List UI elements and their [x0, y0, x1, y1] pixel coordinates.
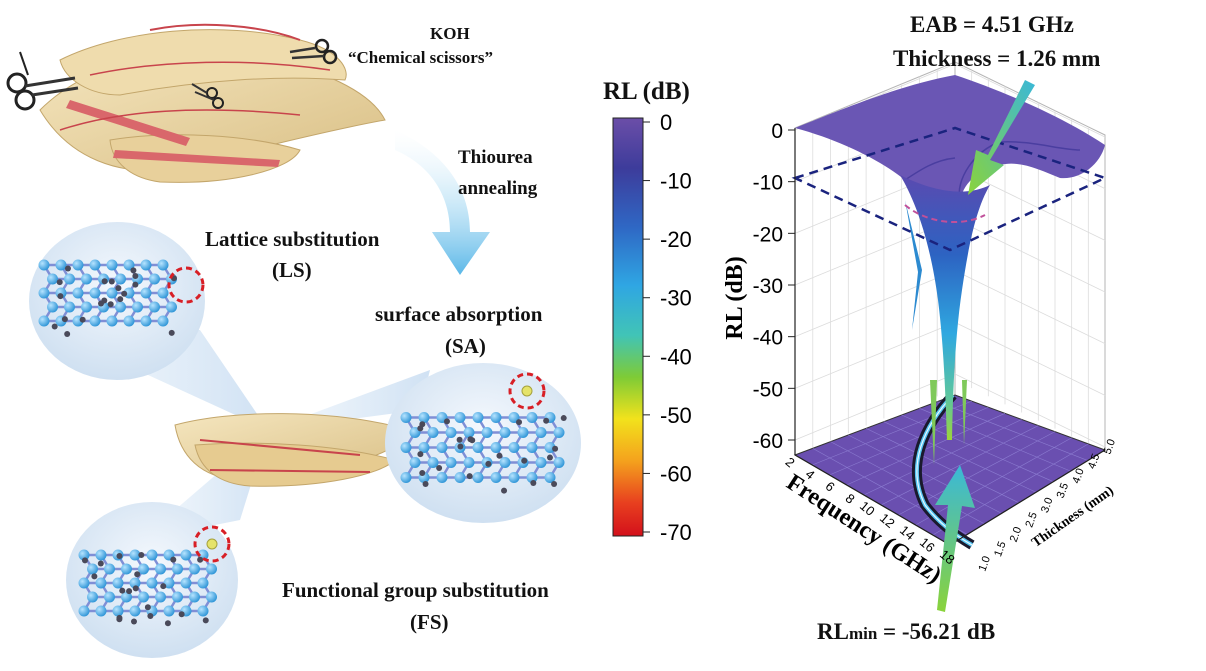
- scissors-icon-mid: [191, 83, 224, 109]
- fs-abbr: (FS): [410, 610, 449, 634]
- z-axis-label: RL (dB): [722, 256, 748, 339]
- colorbar-tick-label: -30: [660, 286, 692, 311]
- y-tick-label: 5.0: [1102, 438, 1119, 456]
- rlmin-sub: min: [848, 624, 878, 643]
- rlmin-value: = -56.21 dB: [877, 619, 996, 644]
- colorbar-ticks: 0 -10 -20 -30 -40 -50 -60 -70: [643, 110, 692, 545]
- y-tick-label: 4.5: [1086, 452, 1103, 470]
- z-tick-label: -60: [753, 430, 783, 453]
- z-tick-label: -50: [753, 378, 783, 401]
- z-tick-label: -20: [753, 223, 783, 246]
- y-tick-label: 3.5: [1055, 481, 1072, 499]
- annealing-label: annealing: [458, 178, 538, 199]
- y-tick-label: 4.0: [1070, 467, 1087, 485]
- colorbar-tick-label: -70: [660, 520, 692, 545]
- sa-title: surface absorption: [375, 302, 543, 326]
- fs-lattice: [78, 549, 217, 627]
- sa-abbr: (SA): [445, 334, 486, 358]
- sa-highlight-circle: [508, 372, 546, 410]
- z-tick-label: 0: [771, 120, 783, 143]
- y-tick-label: 1.5: [992, 540, 1009, 558]
- eab-annotation: EAB = 4.51 GHz: [910, 12, 1074, 37]
- sa-lattice: [400, 412, 567, 494]
- chemical-scissors-label: “Chemical scissors”: [348, 48, 493, 67]
- ls-lattice: [38, 259, 177, 337]
- z-tick-label: -10: [753, 172, 783, 195]
- colorbar-tick-label: -20: [660, 227, 692, 252]
- colorbar-tick-label: -10: [660, 169, 692, 194]
- y-tick-labels: 1.01.52.02.53.03.54.04.55.0: [977, 438, 1119, 573]
- thiourea-label: Thiourea: [458, 147, 533, 168]
- y-tick-label: 2.5: [1023, 511, 1040, 529]
- ls-abbr: (LS): [272, 258, 312, 282]
- graphene-sheets-center: [174, 413, 411, 487]
- scissors-icon-small: [289, 38, 338, 65]
- rlmin-main: RL: [817, 619, 849, 644]
- graphene-sheets-top: [39, 23, 386, 183]
- koh-label: KOH: [430, 24, 470, 43]
- y-axis-label: Thickness (mm): [1029, 483, 1117, 551]
- colorbar-tick-label: -60: [660, 461, 692, 486]
- y-tick-label: 3.0: [1039, 496, 1056, 514]
- fs-highlight-circle: [193, 525, 231, 563]
- thickness-annotation: Thickness = 1.26 mm: [893, 46, 1101, 71]
- ls-highlight-circle: [167, 266, 205, 304]
- colorbar-tick-label: 0: [660, 110, 672, 135]
- y-tick-label: 1.0: [977, 555, 994, 573]
- colorbar-title: RL (dB): [603, 78, 690, 105]
- colorbar-tick-label: -50: [660, 403, 692, 428]
- colorbar: [612, 117, 644, 537]
- x-tick-label: 2: [783, 454, 798, 470]
- z-tick-label: -30: [753, 275, 783, 298]
- scissors-icon: [6, 51, 79, 111]
- fs-title: Functional group substitution: [282, 578, 549, 602]
- rlmin-arrow: [935, 465, 975, 612]
- z-tick-labels: 0 -10 -20 -30 -40 -50 -60: [753, 120, 783, 453]
- threshold-plane: [791, 126, 1109, 252]
- eab-arrow: [968, 80, 1035, 195]
- surface-plot: [788, 61, 1109, 550]
- colorbar-tick-label: -40: [660, 344, 692, 369]
- surface-funnel: [900, 175, 990, 440]
- ls-title: Lattice substitution: [205, 227, 380, 251]
- process-arrow: [395, 130, 490, 275]
- rlmin-annotation: RLmin = -56.21 dB: [817, 619, 995, 645]
- surface-top: [795, 75, 1105, 202]
- y-tick-label: 2.0: [1008, 525, 1025, 543]
- z-tick-label: -40: [753, 327, 783, 350]
